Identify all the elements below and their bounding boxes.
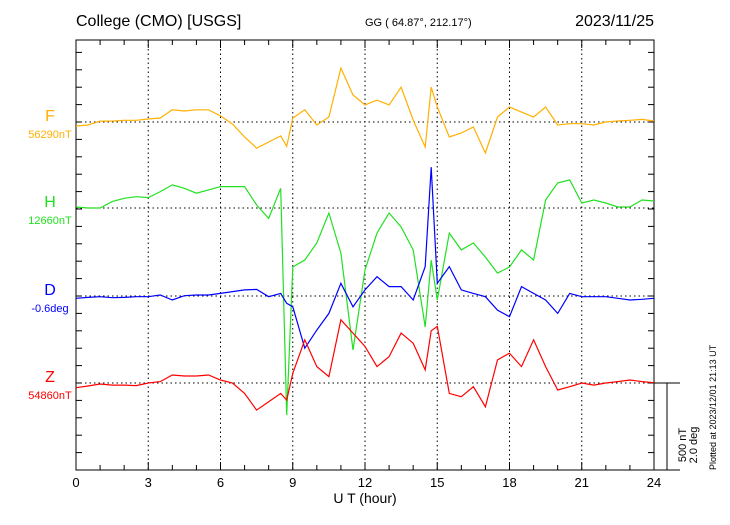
series-name-H: H xyxy=(44,194,56,211)
x-axis-label: U T (hour) xyxy=(333,490,396,506)
x-tick-label: 9 xyxy=(289,475,296,490)
series-name-F: F xyxy=(45,108,55,125)
trace-Z xyxy=(75,318,655,411)
series-name-Z: Z xyxy=(45,369,55,386)
x-tick-label: 15 xyxy=(430,475,444,490)
scale-nt: 500 nT xyxy=(677,428,689,463)
date-label: 2023/11/25 xyxy=(575,13,654,30)
x-tick-label: 12 xyxy=(358,475,372,490)
x-tick-label: 21 xyxy=(575,475,589,490)
series-name-D: D xyxy=(44,282,56,299)
x-tick-label: 3 xyxy=(145,475,152,490)
series-baseline-F: 56290nT xyxy=(28,129,72,141)
trace-D xyxy=(75,167,655,350)
x-tick-label: 0 xyxy=(72,475,79,490)
scale-deg: 2.0 deg xyxy=(688,427,700,464)
series-baseline-D: -0.6deg xyxy=(31,303,68,315)
x-tick-label: 24 xyxy=(647,475,661,490)
station-title: College (CMO) [USGS] xyxy=(76,13,241,30)
x-tick-label: 18 xyxy=(502,475,516,490)
series-baseline-H: 12660nT xyxy=(28,215,72,227)
scale-bar: 500 nT 2.0 deg xyxy=(654,382,700,471)
trace-H xyxy=(75,179,655,416)
station-coords: GG ( 64.87°, 212.17°) xyxy=(365,17,472,29)
trace-F xyxy=(75,66,655,155)
plotted-at: Plotted at 2023/12/01 21:13 UT xyxy=(708,344,718,470)
x-tick-label: 6 xyxy=(217,475,224,490)
series-baseline-Z: 54860nT xyxy=(28,390,72,402)
